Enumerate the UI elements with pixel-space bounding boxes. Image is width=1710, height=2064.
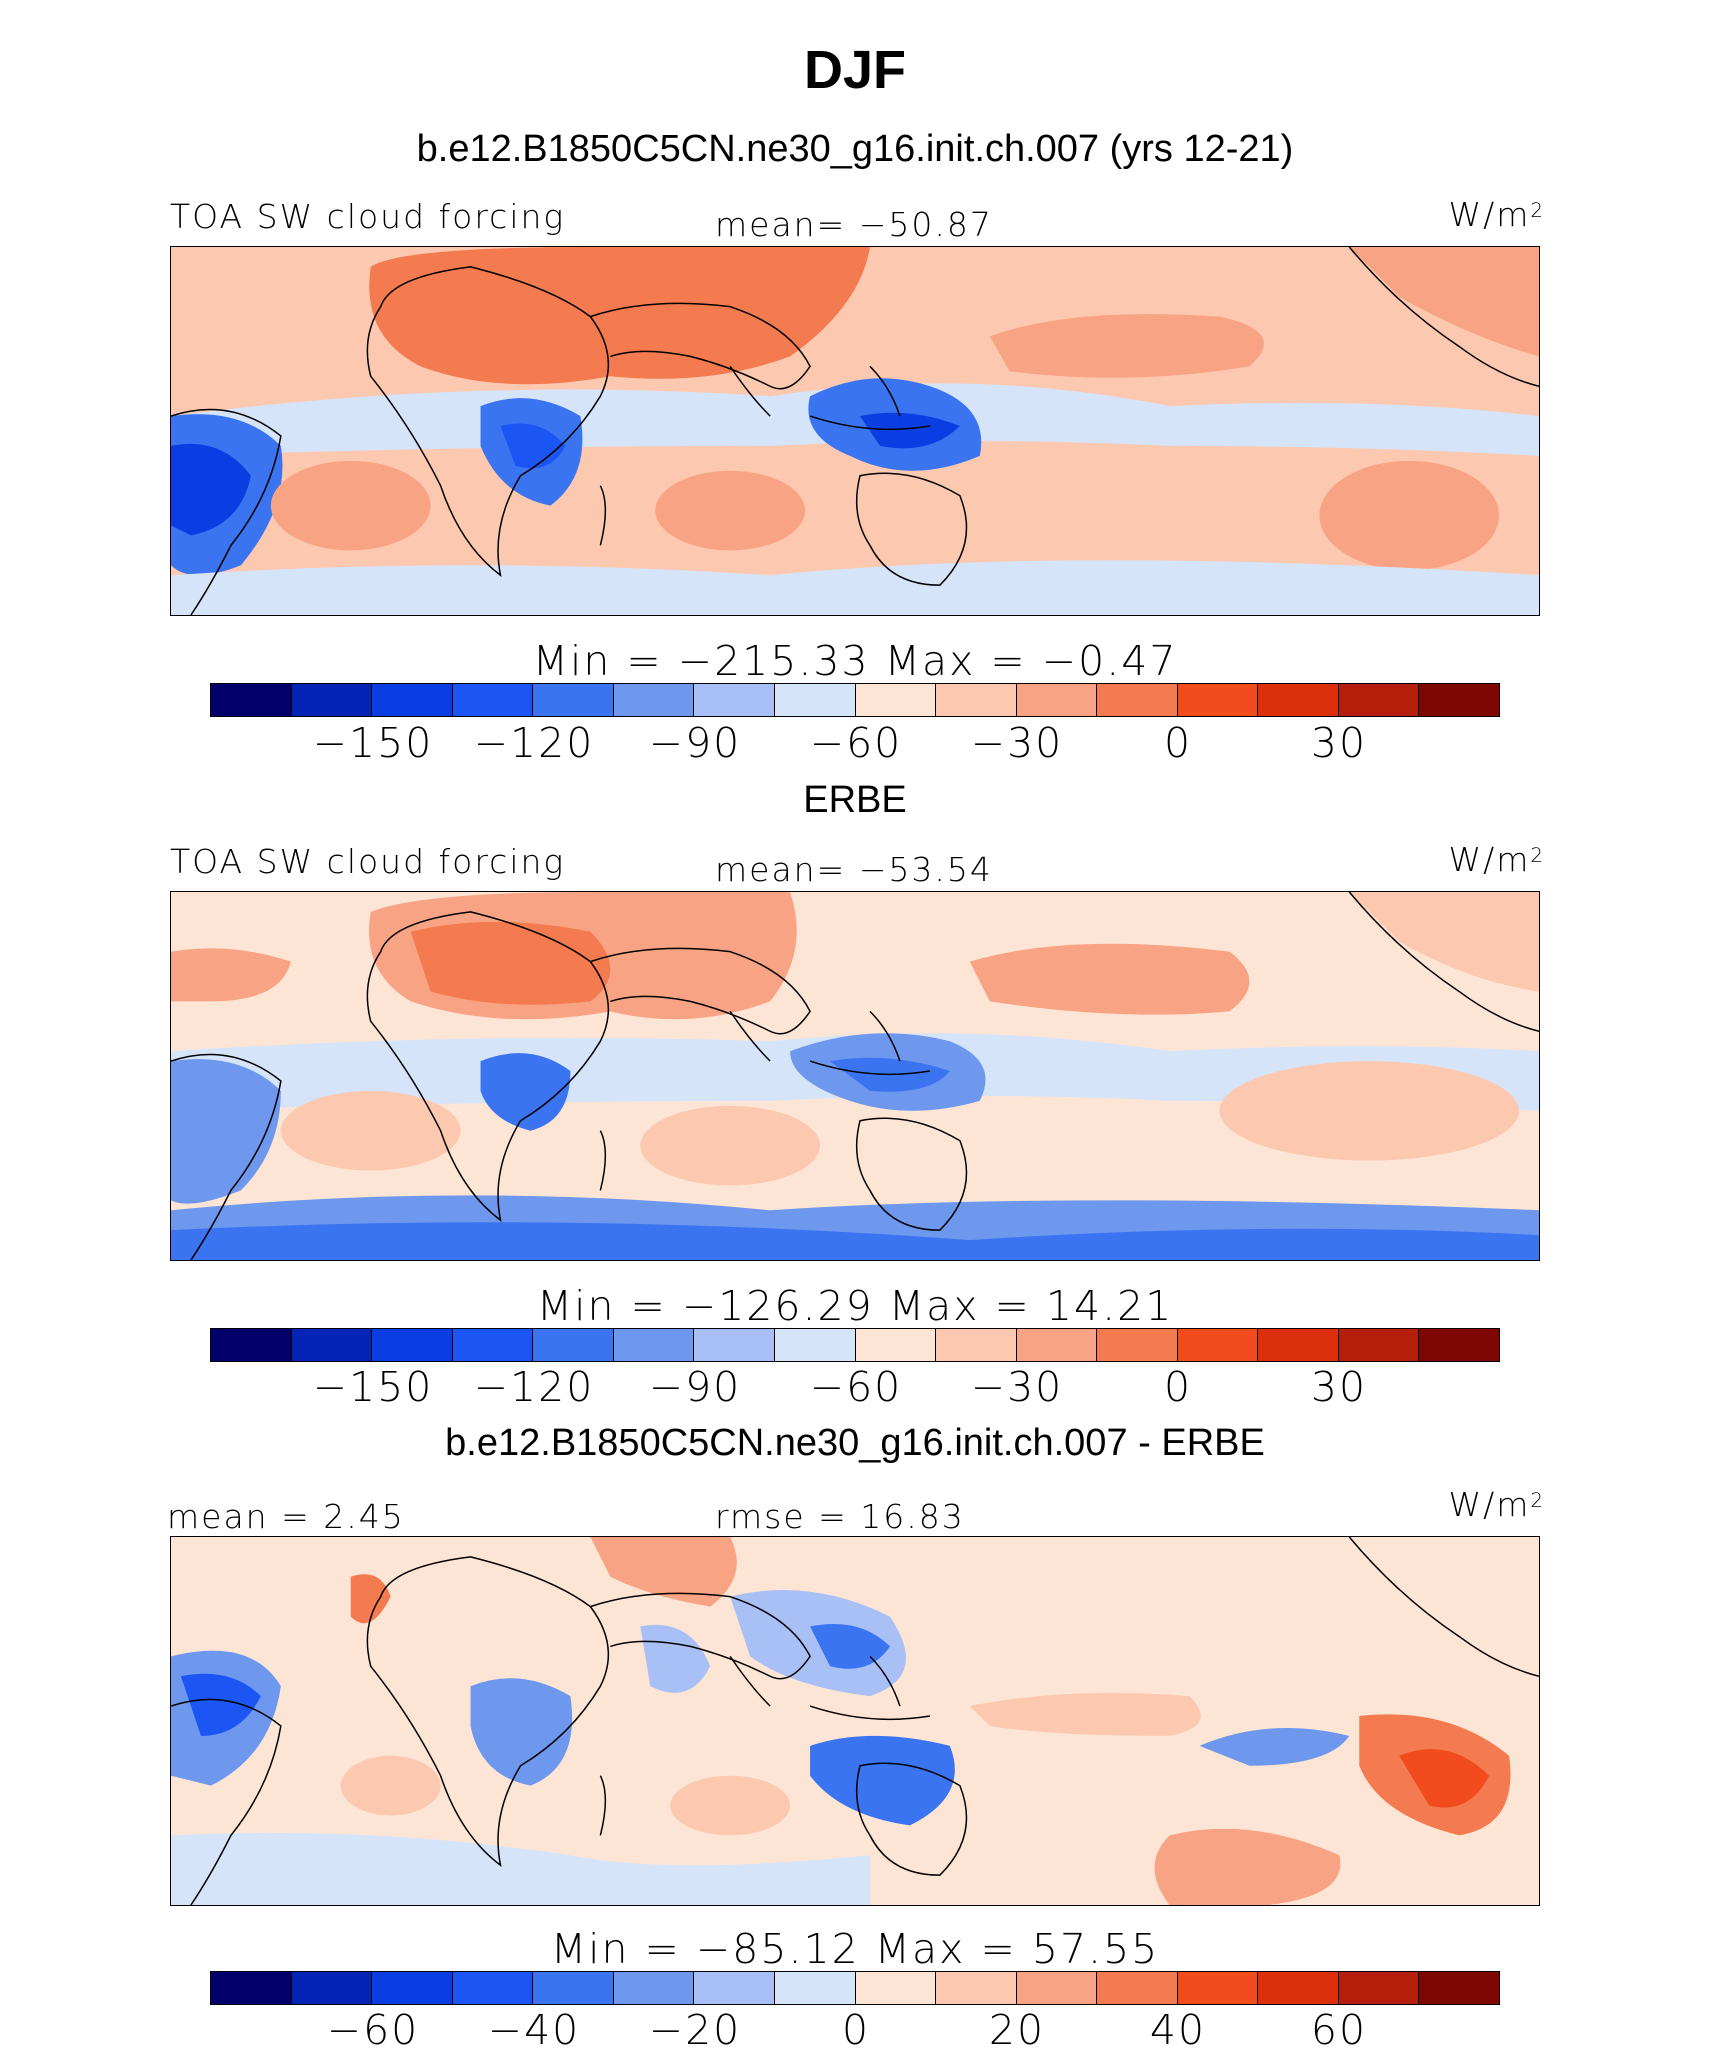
colorbar-swatch	[211, 1329, 292, 1361]
panel-1-contour-map	[171, 247, 1539, 615]
colorbar-swatch	[694, 1972, 775, 2004]
panel-1-colorbar	[210, 683, 1500, 717]
panel-1-map	[170, 246, 1540, 616]
colorbar-swatch	[1338, 1329, 1420, 1361]
colorbar-swatch	[452, 684, 534, 716]
colorbar-swatch	[1097, 1329, 1178, 1361]
panel-3-tick: 0	[841, 2006, 871, 2054]
panel-2-units: W/m2	[1448, 840, 1545, 879]
panel-2-stats: Min = −126.29 Max = 14.21	[536, 1282, 1174, 1330]
colorbar-swatch	[291, 1972, 373, 2004]
panel-2-tick: −150	[312, 1363, 434, 1411]
colorbar-swatch	[936, 1972, 1017, 2004]
colorbar-swatch	[694, 1329, 775, 1361]
panel-1-tick: −90	[648, 719, 742, 767]
colorbar-swatch	[452, 1329, 534, 1361]
panel-1-left-label: TOA SW cloud forcing	[170, 197, 566, 236]
panel-2-left-label: TOA SW cloud forcing	[170, 842, 566, 881]
panel-3-tick: −20	[648, 2006, 742, 2054]
panel-1-units: W/m2	[1448, 195, 1545, 234]
colorbar-swatch	[1258, 684, 1339, 716]
colorbar-swatch	[291, 684, 373, 716]
panel-2-tick: −90	[648, 1363, 742, 1411]
panel-1-tick: 0	[1163, 719, 1193, 767]
colorbar-swatch	[1338, 684, 1420, 716]
colorbar-swatch	[1177, 1329, 1259, 1361]
colorbar-swatch	[1097, 684, 1178, 716]
panel-2-tick: −30	[970, 1363, 1064, 1411]
colorbar-swatch	[372, 1329, 453, 1361]
panel-2-tick: 30	[1310, 1363, 1368, 1411]
colorbar-swatch	[774, 684, 856, 716]
colorbar-swatch	[1338, 1972, 1420, 2004]
colorbar-swatch	[1016, 1329, 1098, 1361]
colorbar-swatch	[855, 684, 937, 716]
panel-1-tick: −60	[809, 719, 903, 767]
panel-1-tick: −150	[312, 719, 434, 767]
figure-title: DJF	[803, 40, 906, 100]
colorbar-swatch	[1016, 1972, 1098, 2004]
colorbar-swatch	[613, 684, 695, 716]
panel-2-contour-map	[171, 892, 1539, 1260]
colorbar-swatch	[613, 1972, 695, 2004]
colorbar-swatch	[936, 684, 1017, 716]
panel-2-colorbar	[210, 1328, 1500, 1362]
panel-3-tick: −40	[487, 2006, 581, 2054]
colorbar-swatch	[774, 1972, 856, 2004]
colorbar-swatch	[533, 684, 614, 716]
panel-3-tick: 40	[1149, 2006, 1207, 2054]
panel-3-title: b.e12.B1850C5CN.ne30_g16.init.ch.007 - E…	[445, 1422, 1265, 1464]
panel-3-tick: −60	[326, 2006, 420, 2054]
panel-2-tick: −120	[473, 1363, 595, 1411]
panel-2-map	[170, 891, 1540, 1261]
panel-3-contour-map	[171, 1537, 1539, 1905]
colorbar-swatch	[855, 1329, 937, 1361]
panel-3-units: W/m2	[1448, 1485, 1545, 1524]
panel-3-tick: 60	[1310, 2006, 1368, 2054]
panel-3-mean-label: mean = 2.45	[167, 1497, 405, 1536]
colorbar-swatch	[372, 1972, 453, 2004]
panel-3-tick: 20	[988, 2006, 1046, 2054]
panel-2-mean-label: mean= −53.54	[715, 850, 993, 889]
panel-2-tick: −60	[809, 1363, 903, 1411]
colorbar-swatch	[936, 1329, 1017, 1361]
panel-1-tick: −120	[473, 719, 595, 767]
colorbar-swatch	[1097, 1972, 1178, 2004]
colorbar-swatch	[774, 1329, 856, 1361]
colorbar-swatch	[613, 1329, 695, 1361]
panel-1-tick: −30	[970, 719, 1064, 767]
colorbar-swatch	[855, 1972, 937, 2004]
colorbar-swatch	[211, 1972, 292, 2004]
colorbar-swatch	[1177, 1972, 1259, 2004]
colorbar-swatch	[533, 1972, 614, 2004]
panel-3-map	[170, 1536, 1540, 1906]
colorbar-swatch	[291, 1329, 373, 1361]
colorbar-swatch	[533, 1329, 614, 1361]
colorbar-swatch	[211, 684, 292, 716]
panel-1-stats: Min = −215.33 Max = −0.47	[532, 637, 1178, 685]
panel-2-tick: 0	[1163, 1363, 1193, 1411]
panel-3-stats: Min = −85.12 Max = 57.55	[550, 1925, 1160, 1973]
panel-1-tick: 30	[1310, 719, 1368, 767]
panel-3-colorbar	[210, 1971, 1500, 2005]
panel-3-rmse-label: rmse = 16.83	[715, 1497, 965, 1536]
colorbar-swatch	[452, 1972, 534, 2004]
panel-2-title: ERBE	[803, 779, 907, 821]
colorbar-swatch	[1419, 684, 1499, 716]
colorbar-swatch	[1016, 684, 1098, 716]
panel-1-mean-label: mean= −50.87	[715, 205, 993, 244]
colorbar-swatch	[1258, 1972, 1339, 2004]
colorbar-swatch	[372, 684, 453, 716]
colorbar-swatch	[1258, 1329, 1339, 1361]
colorbar-swatch	[694, 684, 775, 716]
colorbar-swatch	[1177, 684, 1259, 716]
panel-1-title: b.e12.B1850C5CN.ne30_g16.init.ch.007 (yr…	[416, 128, 1294, 170]
colorbar-swatch	[1419, 1329, 1499, 1361]
colorbar-swatch	[1419, 1972, 1499, 2004]
